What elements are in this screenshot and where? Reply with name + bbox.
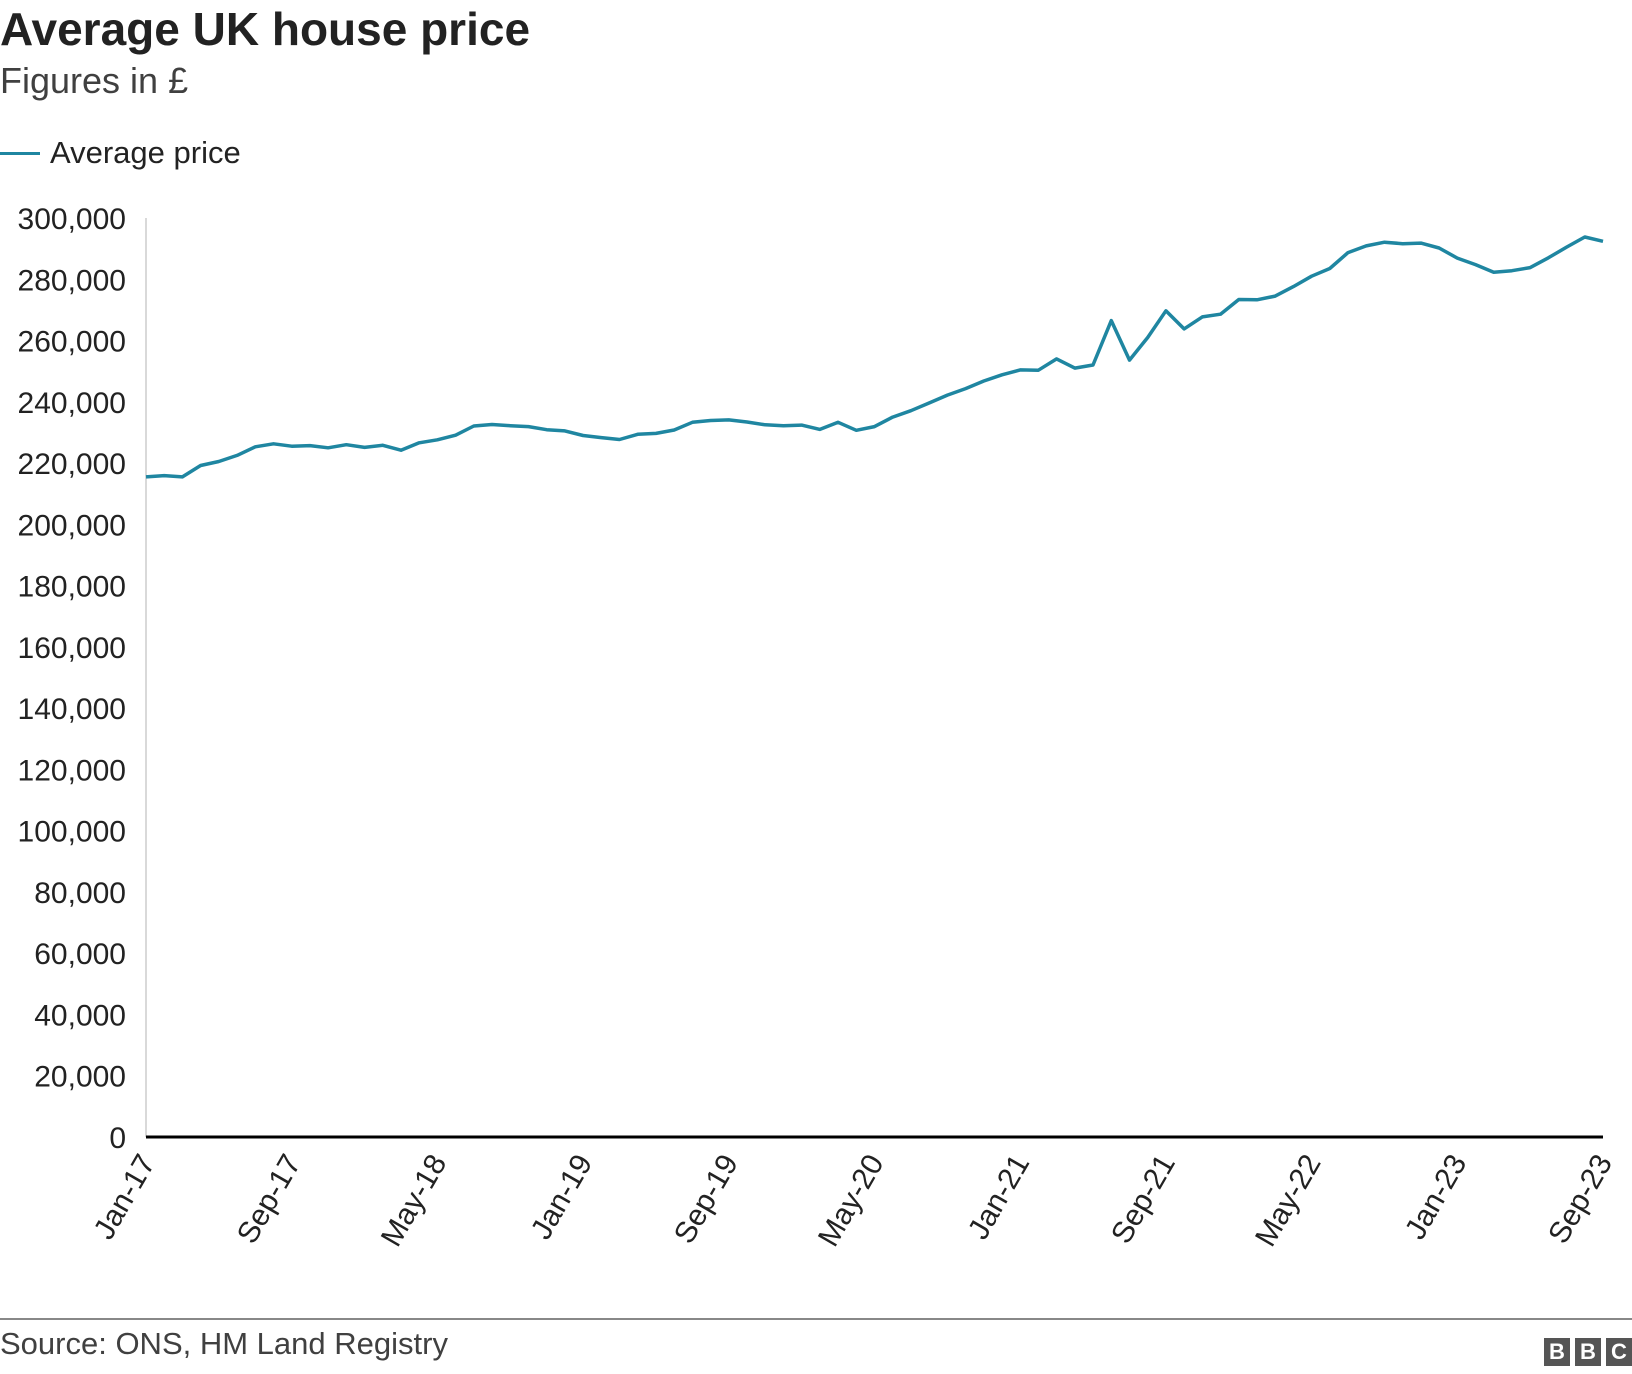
legend: Average price <box>0 133 241 173</box>
y-tick-label: 240,000 <box>18 387 126 420</box>
y-tick-label: 140,000 <box>18 693 126 726</box>
footer-divider <box>0 1318 1632 1320</box>
y-axis-tick-labels: 0 20,000 40,000 60,000 80,000 100,000 120,000 1… <box>18 203 126 1155</box>
source-note: Source: ONS, HM Land Registry <box>0 1326 448 1361</box>
x-tick-label: Sep-17 <box>231 1149 308 1249</box>
x-tick-label: Sep-23 <box>1542 1149 1619 1249</box>
y-tick-label: 300,000 <box>18 203 126 236</box>
x-tick-label: Sep-21 <box>1105 1149 1182 1249</box>
chart-subtitle: Figures in £ <box>0 60 189 101</box>
chart-title: Average UK house price <box>0 3 531 55</box>
y-tick-label: 260,000 <box>18 326 126 359</box>
x-tick-label: Jan-23 <box>1399 1149 1473 1245</box>
series-line-average-price <box>145 235 1604 479</box>
legend-label-average-price: Average price <box>50 135 241 170</box>
y-tick-label: 120,000 <box>18 754 126 787</box>
x-tick-label: Jan-19 <box>525 1149 599 1245</box>
bbc-logo: B B C <box>1544 1338 1632 1366</box>
bbc-logo-letter: B <box>1544 1338 1570 1366</box>
bbc-logo-letter: C <box>1606 1338 1632 1366</box>
y-tick-label: 40,000 <box>34 999 126 1032</box>
y-tick-label: 160,000 <box>18 632 126 665</box>
x-tick-label: Jan-21 <box>962 1149 1036 1245</box>
x-tick-label: May-22 <box>1249 1149 1328 1252</box>
bbc-logo-letter: B <box>1575 1338 1601 1366</box>
y-tick-label: 280,000 <box>18 264 126 297</box>
series-layer <box>145 235 1604 479</box>
x-axis-tick-labels: Jan-17 Sep-17 May-18 Jan-19 Sep-19 May-20 Jan-… <box>88 1149 1619 1252</box>
y-tick-label: 60,000 <box>34 938 126 971</box>
x-tick-label: May-18 <box>375 1149 454 1252</box>
legend-swatch-average-price <box>0 151 40 155</box>
y-tick-label: 100,000 <box>18 816 126 849</box>
y-tick-label: 20,000 <box>34 1061 126 1094</box>
x-tick-label: Jan-17 <box>88 1149 162 1245</box>
x-tick-label: May-20 <box>812 1149 891 1252</box>
y-tick-label: 80,000 <box>34 877 126 910</box>
line-chart: 0 20,000 40,000 60,000 80,000 100,000 120,000 1… <box>18 203 1620 1252</box>
x-tick-label: Sep-19 <box>668 1149 745 1249</box>
y-tick-label: 180,000 <box>18 571 126 604</box>
y-tick-label: 0 <box>109 1122 126 1155</box>
y-tick-label: 220,000 <box>18 448 126 481</box>
y-tick-label: 200,000 <box>18 509 126 542</box>
